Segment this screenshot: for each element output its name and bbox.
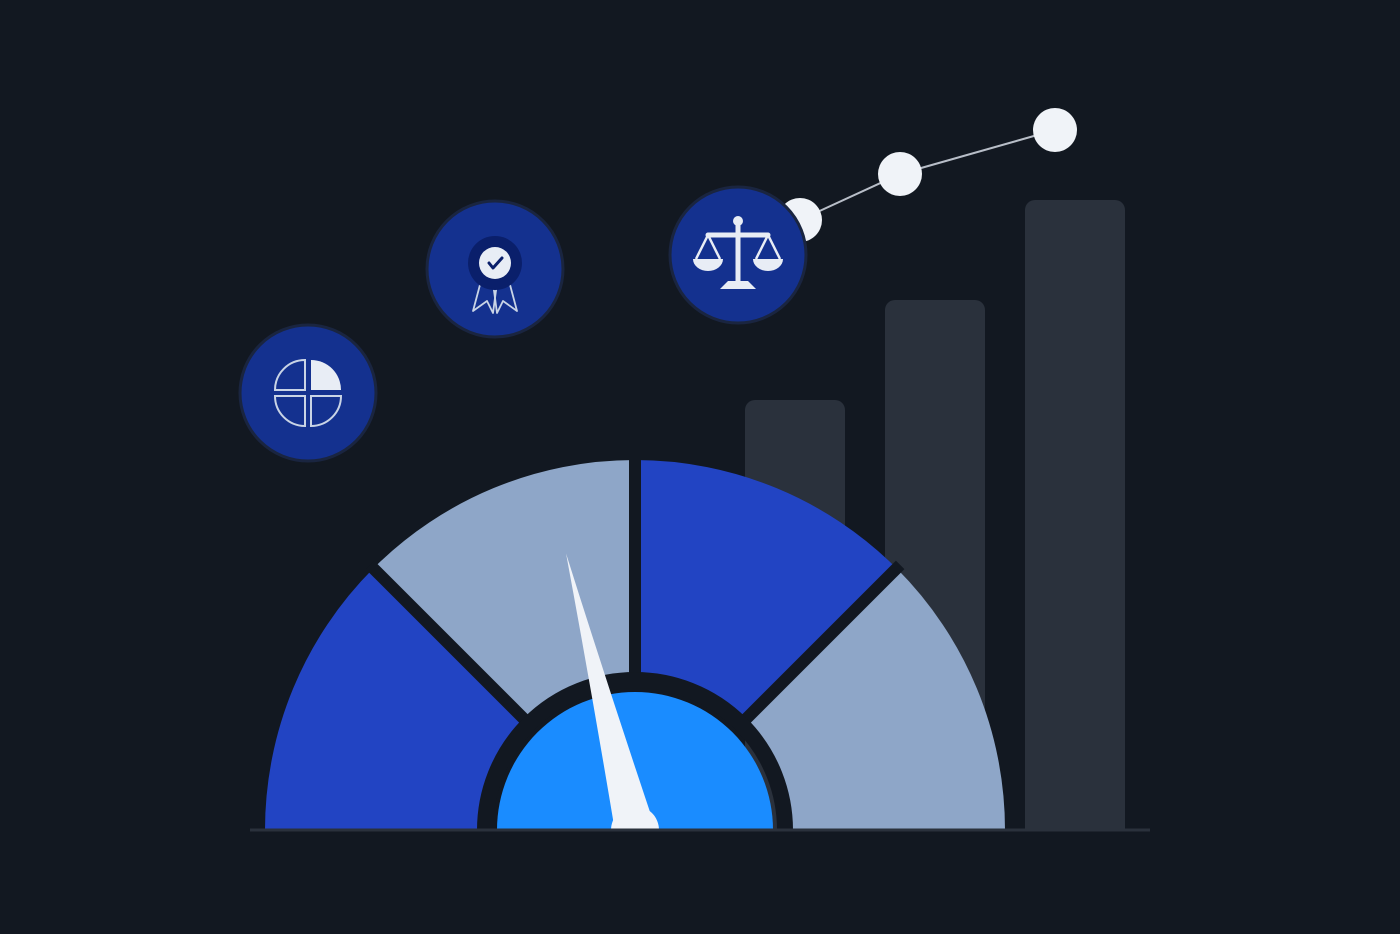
gauge-chart	[0, 455, 1400, 934]
trend-point-2	[878, 152, 922, 196]
scales-finial	[733, 216, 743, 226]
infographic-svg	[0, 0, 1400, 934]
pie-segments-icon-bg	[240, 325, 376, 461]
bar-3	[1025, 200, 1125, 850]
infographic-canvas	[0, 0, 1400, 934]
gauge-base-mask	[0, 830, 1400, 934]
trend-point-3	[1033, 108, 1077, 152]
badge-icons-group	[240, 187, 806, 461]
pie-segments-icon	[240, 325, 376, 461]
balance-scales-icon	[670, 187, 806, 323]
award-badge-icon	[427, 201, 563, 337]
award-medal-inner	[479, 247, 511, 279]
